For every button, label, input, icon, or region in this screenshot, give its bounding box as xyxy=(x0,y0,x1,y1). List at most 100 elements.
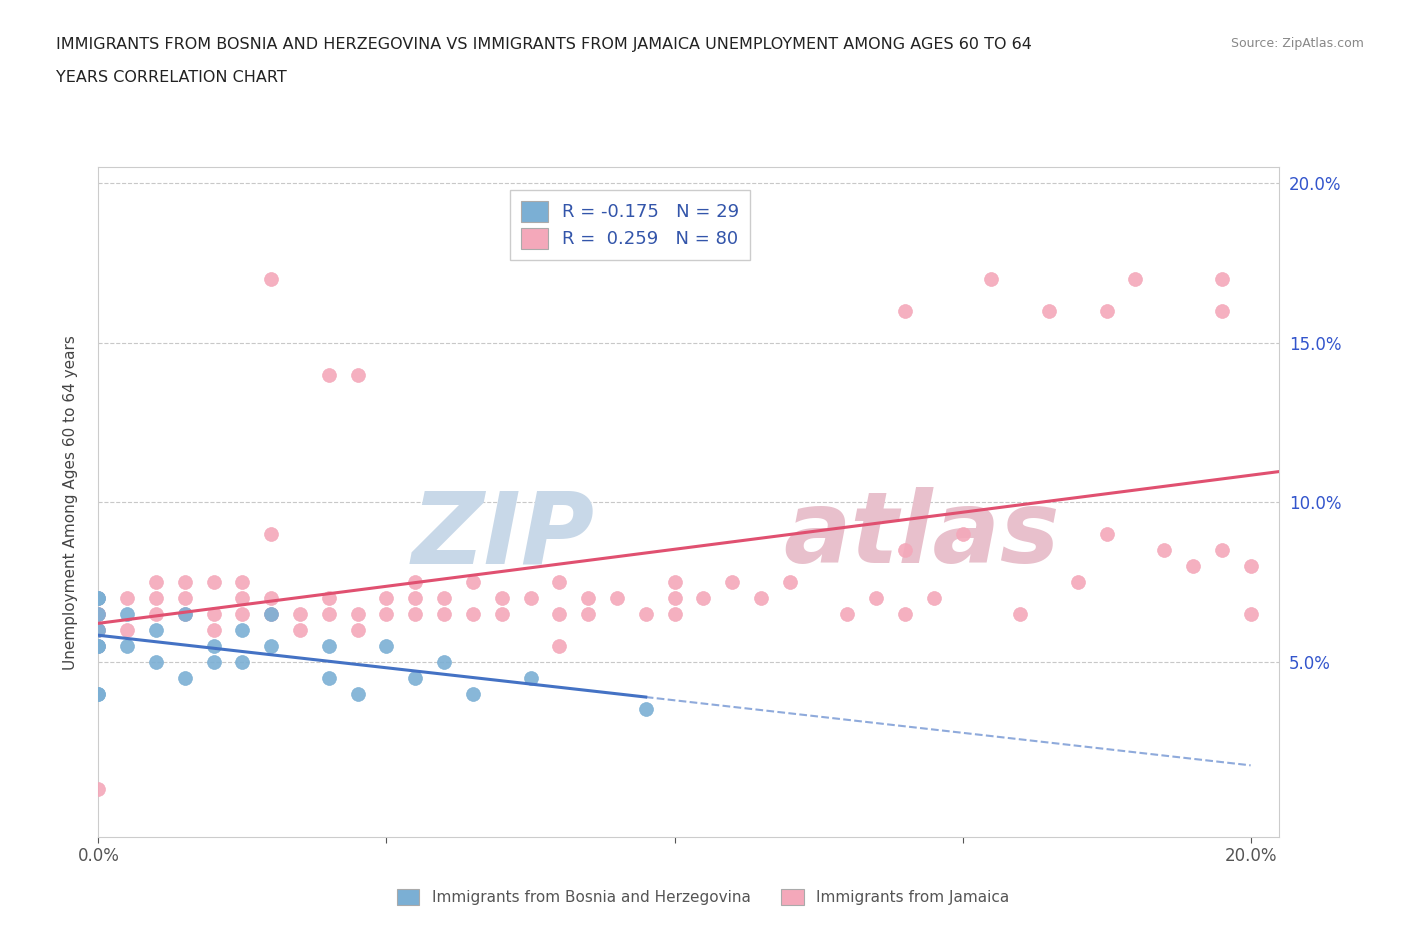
Point xyxy=(548,575,571,590)
Point xyxy=(260,526,283,541)
Point xyxy=(231,654,253,669)
Point xyxy=(980,272,1002,286)
Point xyxy=(288,606,311,621)
Point xyxy=(87,606,110,621)
Point xyxy=(318,638,340,653)
Point xyxy=(202,654,225,669)
Point xyxy=(548,638,571,653)
Point xyxy=(692,591,714,605)
Point xyxy=(87,638,110,653)
Point xyxy=(1240,559,1263,574)
Point xyxy=(606,591,628,605)
Point xyxy=(87,606,110,621)
Point xyxy=(202,638,225,653)
Point xyxy=(375,606,398,621)
Point xyxy=(173,591,195,605)
Point xyxy=(346,367,368,382)
Point xyxy=(318,591,340,605)
Point xyxy=(433,654,456,669)
Point xyxy=(231,575,253,590)
Point xyxy=(461,686,484,701)
Text: Source: ZipAtlas.com: Source: ZipAtlas.com xyxy=(1230,37,1364,50)
Point xyxy=(779,575,801,590)
Point xyxy=(433,606,456,621)
Point xyxy=(576,591,599,605)
Point xyxy=(375,591,398,605)
Point xyxy=(1095,526,1118,541)
Point xyxy=(1182,559,1205,574)
Point xyxy=(346,606,368,621)
Point xyxy=(173,606,195,621)
Point xyxy=(173,671,195,685)
Point xyxy=(491,591,513,605)
Point xyxy=(145,654,167,669)
Point xyxy=(115,622,138,637)
Point xyxy=(1067,575,1090,590)
Point xyxy=(260,272,283,286)
Point xyxy=(288,622,311,637)
Point xyxy=(87,591,110,605)
Point xyxy=(433,591,456,605)
Point xyxy=(837,606,859,621)
Point xyxy=(115,606,138,621)
Point xyxy=(576,606,599,621)
Point xyxy=(87,591,110,605)
Point xyxy=(87,622,110,637)
Point xyxy=(404,575,426,590)
Point xyxy=(894,303,917,318)
Point xyxy=(634,702,657,717)
Point xyxy=(87,622,110,637)
Point xyxy=(461,575,484,590)
Point xyxy=(1038,303,1060,318)
Point xyxy=(519,671,541,685)
Point xyxy=(1095,303,1118,318)
Point xyxy=(202,622,225,637)
Point xyxy=(87,686,110,701)
Point xyxy=(87,686,110,701)
Text: IMMIGRANTS FROM BOSNIA AND HERZEGOVINA VS IMMIGRANTS FROM JAMAICA UNEMPLOYMENT A: IMMIGRANTS FROM BOSNIA AND HERZEGOVINA V… xyxy=(56,37,1032,52)
Point xyxy=(1125,272,1147,286)
Point xyxy=(922,591,945,605)
Point xyxy=(1211,542,1233,557)
Point xyxy=(87,622,110,637)
Point xyxy=(318,671,340,685)
Point xyxy=(87,782,110,797)
Point xyxy=(115,591,138,605)
Point xyxy=(145,575,167,590)
Text: YEARS CORRELATION CHART: YEARS CORRELATION CHART xyxy=(56,70,287,85)
Point xyxy=(749,591,772,605)
Point xyxy=(145,591,167,605)
Point xyxy=(375,638,398,653)
Point xyxy=(548,606,571,621)
Point xyxy=(202,606,225,621)
Point xyxy=(1211,303,1233,318)
Point xyxy=(461,606,484,621)
Point xyxy=(404,606,426,621)
Point xyxy=(894,606,917,621)
Point xyxy=(519,591,541,605)
Point xyxy=(231,622,253,637)
Point xyxy=(318,367,340,382)
Point xyxy=(952,526,974,541)
Y-axis label: Unemployment Among Ages 60 to 64 years: Unemployment Among Ages 60 to 64 years xyxy=(63,335,77,670)
Point xyxy=(404,671,426,685)
Point xyxy=(1240,606,1263,621)
Point xyxy=(634,606,657,621)
Text: ZIP: ZIP xyxy=(412,487,595,584)
Point xyxy=(87,606,110,621)
Point xyxy=(231,591,253,605)
Point xyxy=(346,622,368,637)
Point xyxy=(721,575,744,590)
Point xyxy=(346,686,368,701)
Legend: Immigrants from Bosnia and Herzegovina, Immigrants from Jamaica: Immigrants from Bosnia and Herzegovina, … xyxy=(389,882,1017,913)
Point xyxy=(865,591,887,605)
Point xyxy=(87,591,110,605)
Point xyxy=(173,606,195,621)
Point xyxy=(1211,272,1233,286)
Point xyxy=(664,606,686,621)
Point xyxy=(145,622,167,637)
Point xyxy=(260,606,283,621)
Point xyxy=(260,606,283,621)
Point xyxy=(491,606,513,621)
Point xyxy=(318,606,340,621)
